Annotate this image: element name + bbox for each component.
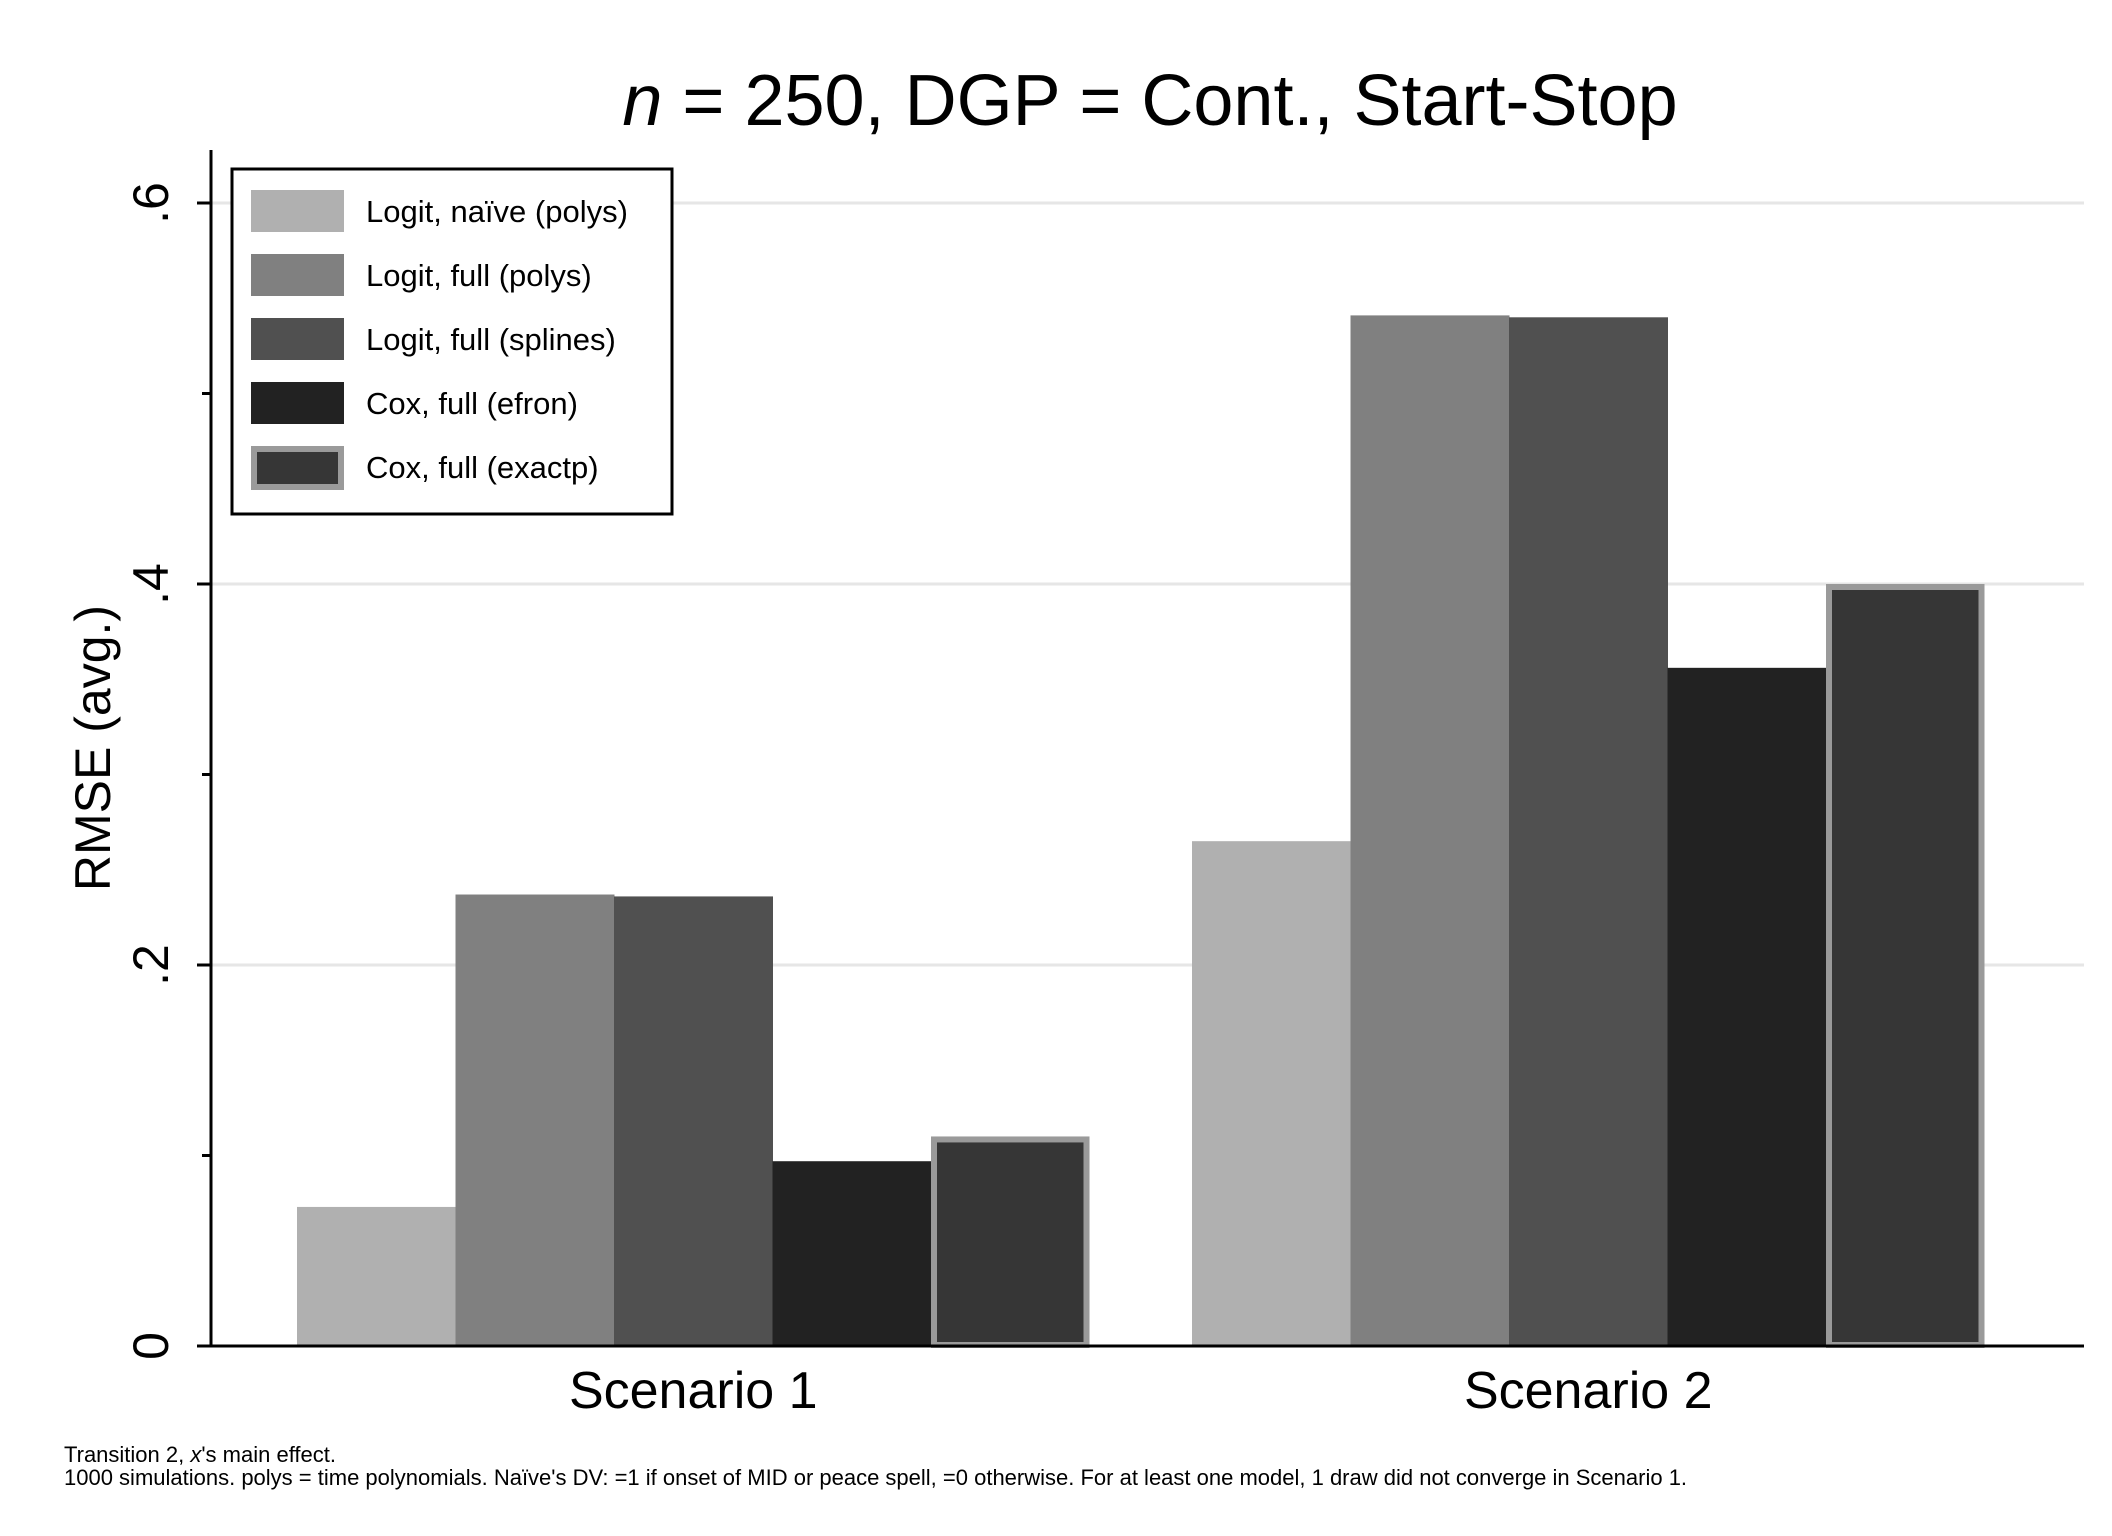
- category-label-0: Scenario 1: [569, 1362, 818, 1420]
- legend-swatch-4: [251, 446, 344, 490]
- bar-series1-cat1: [1350, 315, 1510, 1346]
- y-tick-label-2: .4: [123, 563, 179, 605]
- legend-label-1: Logit, full (polys): [366, 258, 592, 293]
- y-tick-label-3: .6: [123, 182, 179, 224]
- legend-label-2: Logit, full (splines): [366, 322, 616, 357]
- bar-series3-cat0: [772, 1161, 932, 1346]
- note-line-1-post: 's main effect.: [201, 1442, 336, 1467]
- bar-series2-cat0: [614, 896, 773, 1346]
- bars-layer: [297, 315, 1985, 1348]
- bar-series0-cat0: [297, 1206, 456, 1346]
- y-tick-label-0: 0: [123, 1332, 179, 1360]
- legend-label-3: Cox, full (efron): [366, 386, 578, 421]
- chart-title-italic: n: [622, 61, 662, 141]
- y-ticks-layer: 0 .2 .4 .6: [123, 182, 211, 1360]
- category-labels: Scenario 1 Scenario 2: [569, 1362, 1713, 1420]
- legend-swatch-2: [251, 318, 344, 360]
- bar-series0-cat1: [1192, 841, 1351, 1346]
- bar-series1-cat0: [455, 894, 615, 1346]
- legend-swatch-1: [251, 254, 344, 296]
- legend-label-0: Logit, naïve (polys): [366, 194, 628, 229]
- category-label-1: Scenario 2: [1464, 1362, 1713, 1420]
- note-line-1: Transition 2, x's main effect.: [64, 1442, 336, 1467]
- note-line-1-italic: x: [189, 1442, 202, 1467]
- bar-series4-cat0: [931, 1136, 1090, 1348]
- y-axis-label: RMSE (avg.): [65, 605, 121, 891]
- bar-series3-cat1: [1667, 667, 1827, 1346]
- legend: Logit, naïve (polys) Logit, full (polys) L…: [230, 167, 674, 516]
- legend-label-4: Cox, full (exactp): [366, 450, 599, 485]
- y-tick-label-1: .2: [123, 944, 179, 986]
- legend-swatch-3: [251, 382, 344, 424]
- note-line-2: 1000 simulations. polys = time polynomia…: [64, 1465, 1687, 1490]
- note-line-1-pre: Transition 2,: [64, 1442, 190, 1467]
- chart-title-rest: = 250, DGP = Cont., Start-Stop: [662, 61, 1677, 141]
- bar-series2-cat1: [1509, 317, 1668, 1346]
- chart-title: n = 250, DGP = Cont., Start-Stop: [622, 61, 1677, 141]
- legend-swatch-0: [251, 190, 344, 232]
- bar-series4-cat1: [1826, 584, 1985, 1348]
